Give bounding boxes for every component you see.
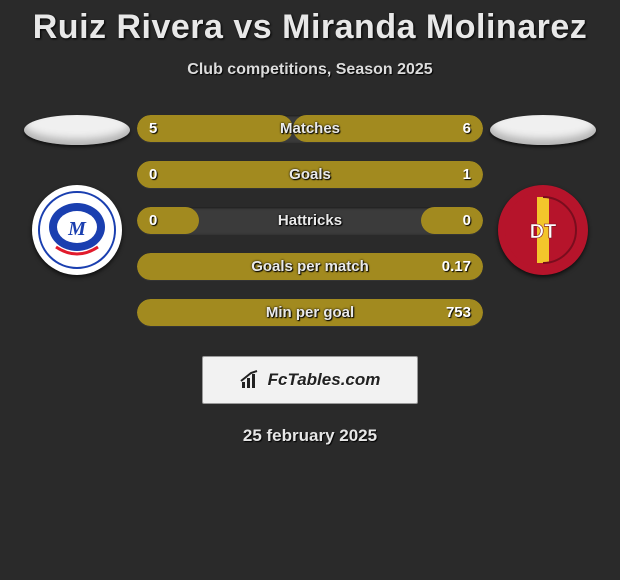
- stat-row: Goals per match0.17: [137, 253, 483, 280]
- left-player-oval: [24, 115, 130, 145]
- stat-fill-right: [421, 207, 483, 234]
- stat-fill-right: [137, 253, 483, 280]
- right-player-column: DT: [483, 115, 603, 275]
- right-team-badge: DT: [498, 185, 588, 275]
- stat-fill-left: [137, 207, 199, 234]
- right-player-oval: [490, 115, 596, 145]
- brand-text: FcTables.com: [268, 370, 381, 390]
- right-team-badge-svg: DT: [504, 191, 582, 269]
- stat-fill-right: [293, 115, 483, 142]
- brand-chart-icon: [240, 370, 262, 390]
- stat-row: Min per goal753: [137, 299, 483, 326]
- subtitle: Club competitions, Season 2025: [187, 61, 432, 79]
- stat-fill-left: [137, 115, 293, 142]
- left-player-column: M: [17, 115, 137, 275]
- stat-row: Goals01: [137, 161, 483, 188]
- page-title: Ruiz Rivera vs Miranda Molinarez: [33, 8, 588, 47]
- date-label: 25 february 2025: [243, 426, 377, 446]
- comparison-area: M Matches56 Goals01 Hattricks00 Goals per m…: [0, 115, 620, 326]
- stat-row: Matches56: [137, 115, 483, 142]
- root: Ruiz Rivera vs Miranda Molinarez Club co…: [0, 0, 620, 580]
- stat-bars: Matches56 Goals01 Hattricks00 Goals per mat…: [137, 115, 483, 326]
- left-team-badge: M: [32, 185, 122, 275]
- brand-box: FcTables.com: [202, 356, 418, 404]
- left-team-badge-svg: M: [38, 191, 116, 269]
- stat-fill-right: [137, 161, 483, 188]
- stat-row: Hattricks00: [137, 207, 483, 234]
- svg-text:DT: DT: [530, 221, 557, 243]
- stat-fill-right: [137, 299, 483, 326]
- svg-text:M: M: [67, 218, 87, 240]
